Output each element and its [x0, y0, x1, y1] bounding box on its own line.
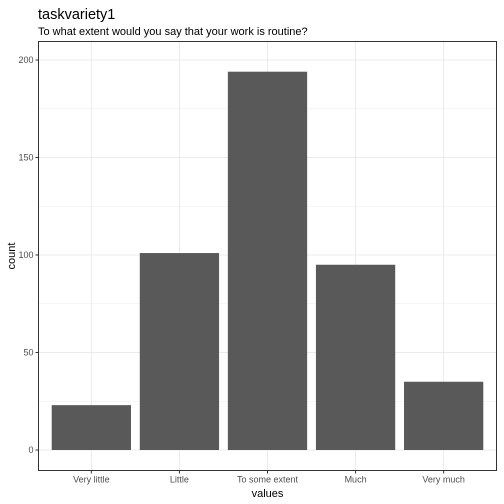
- x-tick-label: Much: [345, 475, 367, 485]
- chart-subtitle: To what extent would you say that your w…: [38, 26, 308, 38]
- x-axis-title: values: [252, 488, 284, 500]
- y-tick-label: 200: [18, 55, 33, 65]
- y-tick-label: 50: [23, 348, 33, 358]
- bar: [315, 264, 396, 450]
- x-axis-ticks: Very little Little To some extent Much Very …: [73, 470, 465, 485]
- bar: [227, 71, 308, 450]
- y-tick-label: 0: [28, 445, 33, 455]
- bars: [51, 71, 484, 450]
- y-tick-label: 150: [18, 153, 33, 163]
- bar: [139, 253, 220, 450]
- bar: [51, 405, 131, 450]
- chart-title: taskvariety1: [38, 7, 115, 23]
- x-tick-label: Very much: [422, 475, 465, 485]
- y-axis-ticks: 0 50 100 150 200: [18, 55, 39, 455]
- y-tick-label: 100: [18, 250, 33, 260]
- bar: [404, 381, 484, 450]
- x-tick-label: To some extent: [237, 475, 299, 485]
- x-tick-label: Very little: [73, 475, 110, 485]
- y-axis-title: count: [6, 243, 18, 270]
- x-tick-label: Little: [170, 475, 189, 485]
